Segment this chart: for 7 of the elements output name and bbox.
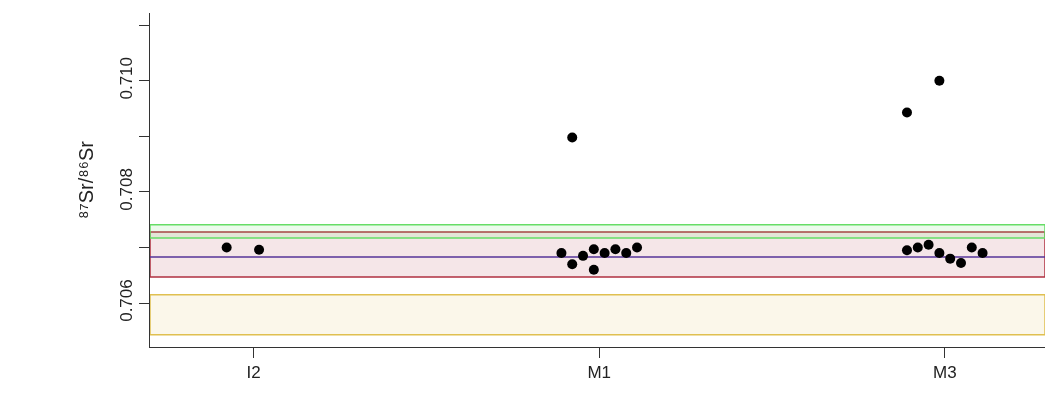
y-tick-label: 0.710 [117, 56, 137, 100]
x-tick-label: M3 [932, 363, 957, 383]
y-tick-label: 0.706 [117, 279, 137, 322]
x-tick-label: I2 [246, 363, 261, 383]
x-tick-label: M1 [587, 363, 612, 383]
y-tick-label: 0.708 [117, 168, 137, 211]
y-axis-title: ⁸⁷Sr/⁸⁶Sr [74, 140, 97, 219]
